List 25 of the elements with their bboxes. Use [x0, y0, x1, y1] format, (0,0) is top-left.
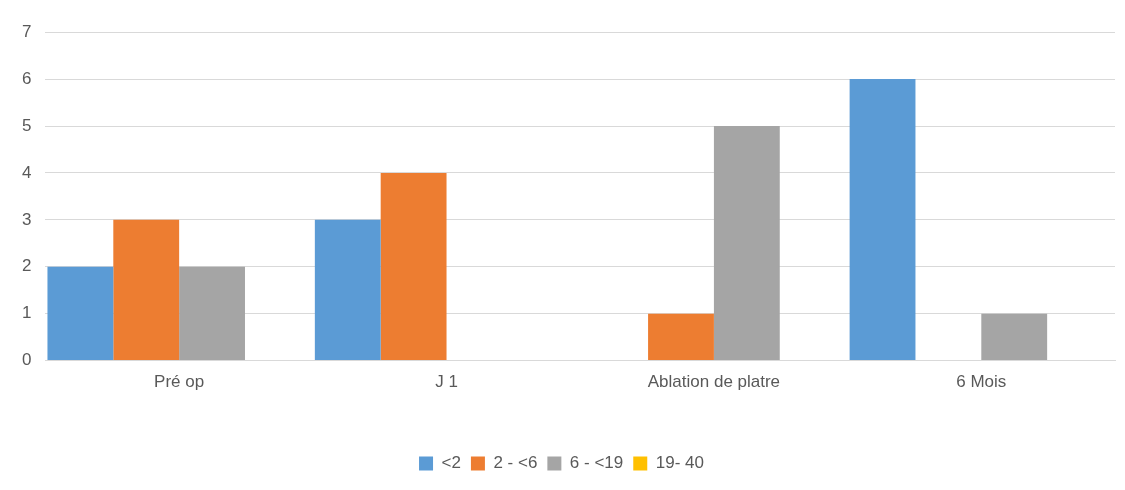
legend-label: <2: [441, 453, 461, 473]
bar: [113, 219, 180, 361]
bar: [849, 79, 916, 361]
bar: [713, 126, 780, 361]
bar: [981, 313, 1048, 361]
bar: [648, 313, 714, 361]
y-tick-label: 0: [21, 350, 32, 370]
bar: [47, 266, 114, 361]
bar: [380, 172, 447, 361]
y-tick-label: 5: [21, 115, 32, 135]
legend-label: 6 - <19: [569, 453, 624, 473]
x-tick-label: 6 Mois: [956, 372, 1007, 392]
y-tick-label: 1: [21, 303, 32, 323]
y-tick-label: 3: [21, 209, 32, 229]
y-tick-label: 2: [21, 256, 32, 276]
y-tick-label: 4: [21, 162, 32, 182]
x-tick-label: Pré op: [154, 372, 205, 392]
bar: [314, 219, 381, 361]
x-tick-label: Ablation de platre: [647, 372, 781, 392]
bar: [179, 266, 245, 361]
y-tick-label: 7: [21, 21, 32, 41]
y-tick-label: 6: [21, 68, 32, 88]
legend-label: 19- 40: [655, 453, 704, 473]
x-tick-label: J 1: [435, 372, 458, 392]
legend-label: 2 - <6: [493, 453, 538, 473]
